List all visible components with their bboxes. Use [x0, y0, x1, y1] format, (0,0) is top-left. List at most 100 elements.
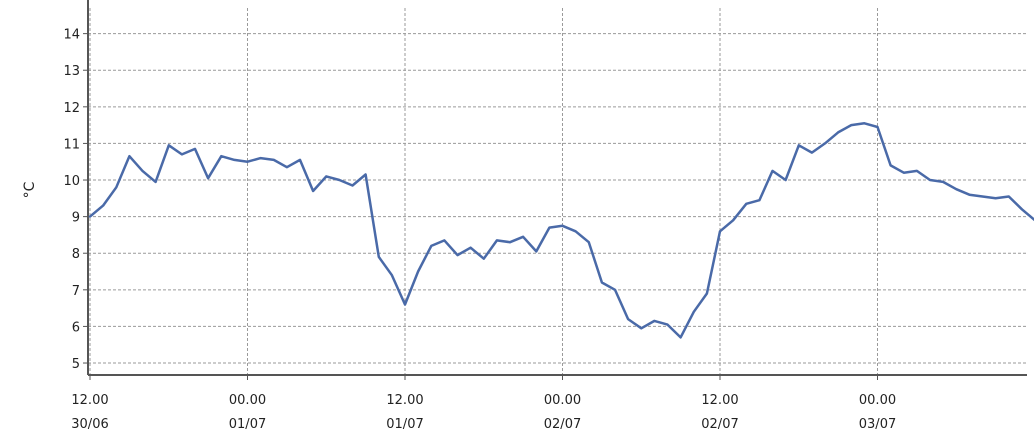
data-point	[299, 159, 301, 161]
data-point	[233, 159, 235, 161]
data-point	[863, 122, 866, 124]
y-tick-label: 13	[63, 64, 80, 79]
data-point	[430, 245, 432, 247]
data-point	[561, 225, 564, 227]
data-point	[758, 199, 761, 201]
data-point	[325, 175, 327, 177]
data-point	[575, 230, 577, 232]
y-tick-label: 10	[63, 174, 80, 189]
data-point	[785, 179, 787, 181]
y-tick-label: 14	[63, 28, 80, 43]
data-point	[653, 320, 656, 322]
data-point	[391, 274, 393, 276]
data-point	[929, 179, 931, 181]
x-tick-label-hour: 00.00	[544, 393, 581, 408]
y-tick-label: 11	[63, 137, 80, 152]
grid-layer	[88, 8, 1027, 374]
x-tick-label-date: 30/06	[71, 417, 108, 432]
data-point	[128, 155, 130, 157]
data-point	[850, 124, 852, 126]
x-tick-label-hour: 00.00	[859, 393, 896, 408]
x-tick-label-date: 02/07	[701, 417, 738, 432]
data-point	[246, 161, 249, 163]
y-tick-label: 12	[63, 101, 80, 116]
data-point	[338, 179, 340, 181]
data-point	[837, 131, 839, 133]
data-point	[417, 270, 419, 273]
data-point	[404, 303, 406, 306]
data-point	[693, 311, 695, 313]
data-point	[640, 327, 642, 329]
data-point	[798, 144, 800, 146]
data-point	[1021, 208, 1023, 210]
data-point	[351, 184, 354, 187]
data-point	[942, 181, 944, 183]
data-point	[876, 126, 879, 128]
data-point	[456, 254, 459, 256]
data-point	[771, 170, 774, 172]
x-tick-label-hour: 12.00	[701, 393, 738, 408]
axis-layer	[83, 0, 1027, 380]
data-point	[509, 241, 511, 243]
data-point	[732, 219, 734, 221]
data-point	[522, 236, 524, 238]
data-point	[207, 177, 209, 179]
data-point	[745, 203, 747, 205]
data-point	[666, 324, 669, 326]
data-point	[141, 170, 144, 172]
data-point	[194, 148, 196, 150]
data-point	[680, 336, 682, 338]
data-point	[220, 155, 222, 157]
data-point	[535, 250, 537, 252]
data-point	[483, 258, 485, 260]
data-point	[470, 247, 472, 249]
data-point	[102, 205, 104, 207]
data-point	[890, 164, 892, 166]
x-tick-label-hour: 12.00	[71, 393, 108, 408]
data-point	[365, 173, 367, 176]
data-point	[719, 230, 721, 232]
x-tick-label-date: 01/07	[229, 417, 266, 432]
data-point	[260, 157, 262, 159]
data-point	[155, 181, 157, 183]
data-point	[548, 227, 551, 229]
y-tick-label: 6	[72, 320, 80, 335]
y-tick-label: 9	[72, 211, 80, 226]
data-point	[601, 281, 603, 284]
y-tick-label: 8	[72, 247, 80, 262]
data-point	[1008, 195, 1010, 198]
data-point	[496, 239, 498, 241]
x-tick-label-hour: 00.00	[229, 393, 266, 408]
x-tick-label-date: 02/07	[544, 417, 581, 432]
data-point	[312, 190, 314, 192]
label-layer: 5 6 7 8 9 10 11 12 13 14 12.00 30/06 00.00 01/07 12.00…	[63, 28, 896, 432]
data-point	[916, 170, 918, 172]
data-point	[443, 239, 445, 241]
x-tick-label-date: 01/07	[386, 417, 423, 432]
data-point	[181, 153, 183, 155]
y-tick-label: 5	[72, 357, 80, 372]
y-axis-title: °C	[22, 181, 38, 198]
data-point	[706, 292, 708, 295]
series-layer	[88, 122, 1034, 339]
y-tick-label: 7	[72, 284, 80, 299]
data-point	[995, 197, 997, 199]
data-point	[903, 172, 905, 174]
data-point	[588, 241, 590, 243]
x-tick-label-date: 03/07	[859, 417, 896, 432]
data-point	[378, 256, 380, 258]
x-tick-label-hour: 12.00	[386, 393, 423, 408]
data-point	[811, 152, 813, 154]
data-point	[273, 159, 275, 161]
data-point	[955, 188, 957, 190]
data-point	[824, 142, 826, 144]
data-point	[115, 186, 117, 188]
data-point	[89, 216, 91, 218]
data-point	[627, 318, 629, 320]
data-point	[286, 166, 288, 168]
data-point	[168, 144, 170, 146]
data-point	[968, 194, 971, 196]
data-point	[614, 289, 616, 291]
data-point	[981, 195, 984, 198]
